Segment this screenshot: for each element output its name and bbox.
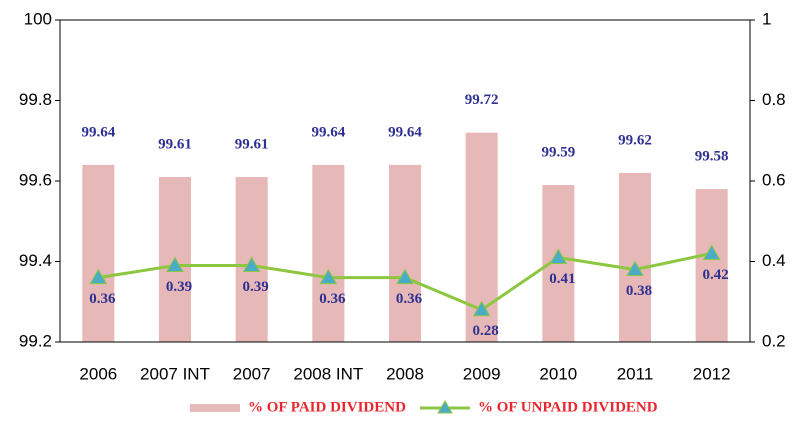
line-value-label: 0.39 xyxy=(166,279,192,295)
line-marker xyxy=(549,248,568,264)
legend-label: % OF PAID DIVIDEND xyxy=(248,399,406,415)
bar-value-label: 99.58 xyxy=(695,148,729,164)
line-value-label: 0.36 xyxy=(89,291,116,307)
line-marker xyxy=(626,260,644,277)
line-marker xyxy=(319,268,338,285)
line-value-label: 0.41 xyxy=(549,271,575,287)
y-tick-label: 99.6 xyxy=(19,170,52,189)
line-value-label: 0.42 xyxy=(703,267,729,283)
bar xyxy=(312,164,345,342)
bar-value-label: 99.64 xyxy=(388,124,422,140)
y2-tick-label: 0.4 xyxy=(762,251,786,270)
line-value-label: 0.38 xyxy=(626,283,652,299)
bar-value-label: 99.61 xyxy=(235,136,269,152)
y2-tick-label: 1 xyxy=(762,9,771,28)
y-tick-label: 99.8 xyxy=(19,90,52,109)
bar-value-label: 99.62 xyxy=(618,132,652,148)
line-value-label: 0.28 xyxy=(473,323,499,339)
x-tick-label: 2008 INT xyxy=(293,364,363,383)
legend-marker xyxy=(437,400,453,414)
bar xyxy=(389,164,421,342)
line-value-label: 0.36 xyxy=(319,291,346,307)
line-marker xyxy=(89,268,108,285)
bar xyxy=(82,164,115,342)
bar-value-label: 99.64 xyxy=(311,124,345,140)
plot-frame xyxy=(59,19,751,343)
x-tick-label: 2007 INT xyxy=(140,364,210,383)
bar xyxy=(695,189,728,342)
line-marker xyxy=(702,244,721,260)
x-tick-label: 2008 xyxy=(386,364,424,383)
x-tick-label: 2009 xyxy=(463,364,501,383)
y2-tick-label: 0.6 xyxy=(762,170,786,189)
legend-swatch xyxy=(190,404,240,412)
y2-tick-label: 0.8 xyxy=(762,90,786,109)
x-tick-label: 2012 xyxy=(693,364,731,383)
x-tick-label: 2011 xyxy=(617,364,654,383)
bar xyxy=(619,172,651,342)
bar-value-label: 99.64 xyxy=(81,124,115,140)
x-tick-label: 2010 xyxy=(539,364,577,383)
line-value-label: 0.39 xyxy=(243,279,269,295)
line-marker xyxy=(242,256,261,273)
bar-value-label: 99.61 xyxy=(158,136,192,152)
y-tick-label: 99.2 xyxy=(19,331,52,350)
bar-value-label: 99.59 xyxy=(541,144,575,160)
y-tick-label: 100 xyxy=(24,9,52,28)
line-marker xyxy=(166,256,184,273)
x-tick-label: 2007 xyxy=(233,364,271,383)
x-tick-label: 2006 xyxy=(79,364,117,383)
line-value-label: 0.36 xyxy=(396,291,423,307)
bar-value-label: 99.72 xyxy=(465,92,499,108)
line-marker xyxy=(396,268,414,285)
y2-tick-label: 0.2 xyxy=(762,331,786,350)
legend-label: % OF UNPAID DIVIDEND xyxy=(478,399,658,415)
y-tick-label: 99.4 xyxy=(19,251,52,270)
line-marker xyxy=(472,300,491,317)
